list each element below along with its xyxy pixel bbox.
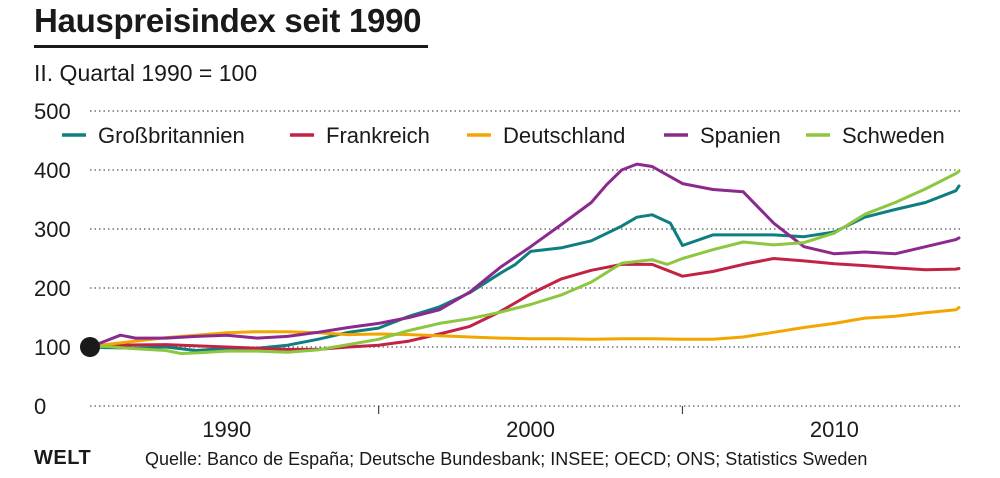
series-line-Spanien (88, 162, 961, 349)
y-tick-label: 0 (34, 394, 46, 419)
y-tick-label: 500 (34, 99, 71, 124)
y-tick-label: 400 (34, 158, 71, 183)
x-tick-label: 1990 (202, 417, 251, 442)
chart-subtitle: II. Quartal 1990 = 100 (34, 60, 258, 86)
base-point-marker (80, 337, 100, 357)
x-tick-label: 2010 (810, 417, 859, 442)
legend-label: Frankreich (326, 123, 430, 148)
series-line-Großbritannien (88, 184, 961, 352)
title-underline (34, 45, 428, 48)
chart-title: Hauspreisindex seit 1990 (34, 2, 422, 39)
legend-label: Deutschland (503, 123, 625, 148)
x-axis: 1990 2000 2010 (202, 406, 859, 442)
legend-label: Schweden (842, 123, 945, 148)
welt-logo: WELT (34, 447, 92, 469)
series-lines (88, 162, 961, 355)
legend-label: Großbritannien (98, 123, 245, 148)
legend-label: Spanien (700, 123, 781, 148)
y-axis-labels: 0 100 200 300 400 500 (34, 99, 71, 419)
y-tick-label: 100 (34, 335, 71, 360)
series-line-Deutschland (88, 306, 961, 349)
x-tick-label: 2000 (506, 417, 555, 442)
source-note: Quelle: Banco de España; Deutsche Bundes… (145, 449, 868, 469)
legend: Großbritannien Frankreich Deutschland Spani… (62, 123, 945, 148)
y-tick-label: 300 (34, 217, 71, 242)
series-line-Schweden (88, 169, 961, 355)
y-tick-label: 200 (34, 276, 71, 301)
grid-lines (90, 110, 962, 407)
series-line-Frankreich (88, 257, 961, 351)
base-point (80, 337, 100, 357)
